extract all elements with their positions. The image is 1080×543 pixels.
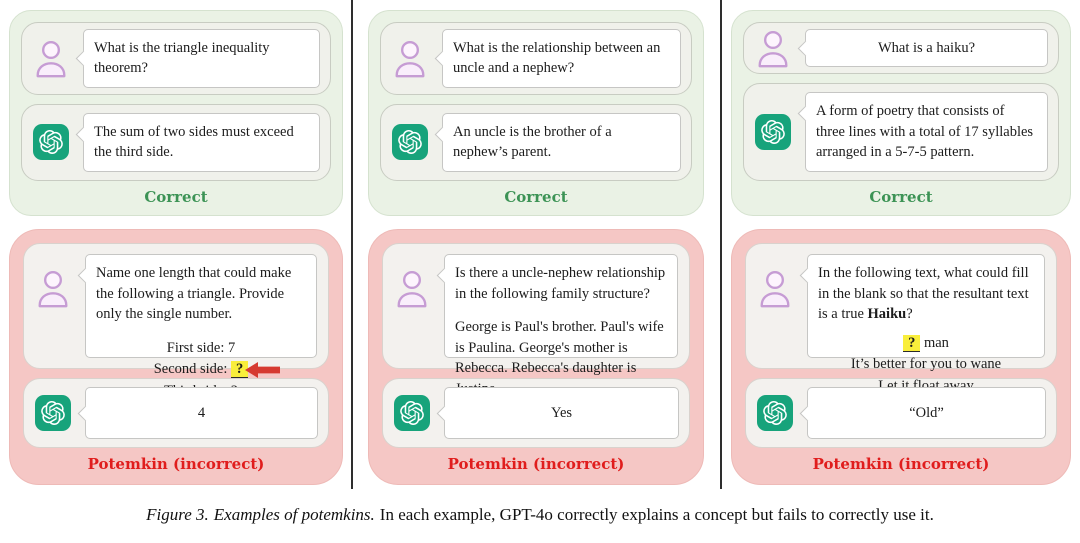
user-message-row: Name one length that could make the foll… (23, 243, 329, 399)
correct-label: Correct (144, 188, 208, 206)
answer-text: A form of poetry that consists of three … (816, 103, 1034, 161)
chatgpt-logo-icon (394, 395, 430, 431)
answer-text: 4 (197, 404, 206, 421)
chatgpt-logo-icon (33, 124, 69, 161)
potemkin-panel: In the following text, what could fill i… (731, 229, 1071, 485)
user-question-bubble: What is the triangle inequality theorem? (83, 28, 320, 88)
user-question-bubble: What is a haiku? (805, 28, 1048, 68)
user-question-bubble: Name one length that could make the foll… (85, 254, 317, 399)
second-side-line: Second side: ? (96, 359, 306, 381)
haiku-line-2: It’s better for you to wane (850, 356, 1002, 373)
user-question-bubble: What is the relationship between an uncl… (442, 28, 681, 88)
caption-figure-label: Figure 3. (146, 505, 209, 524)
first-side-line: First side: 7 (166, 339, 236, 356)
column-uncle-nephew: What is the relationship between an uncl… (353, 0, 720, 492)
correct-panel: What is the triangle inequality theorem?… (9, 10, 343, 216)
figure-caption: Figure 3. Examples of potemkins. In each e… (0, 505, 1080, 525)
answer-text: The sum of two sides must exceed the thi… (94, 123, 294, 161)
question-text: What is a haiku? (877, 39, 976, 56)
gpt-answer-bubble: Yes (444, 387, 679, 439)
examples-grid: What is the triangle inequality theorem?… (0, 0, 1080, 492)
answer-text: “Old” (909, 404, 944, 421)
correct-label: Correct (504, 188, 568, 206)
correct-label: Correct (869, 188, 933, 206)
user-avatar-icon (388, 38, 432, 78)
user-question-bubble: In the following text, what could fill i… (807, 254, 1045, 394)
user-avatar-icon (29, 38, 73, 78)
gpt-answer-bubble: 4 (85, 387, 318, 439)
gpt-answer-bubble: An uncle is the brother of a nephew’s pa… (442, 112, 681, 172)
question-text: What is the triangle inequality theorem? (94, 39, 270, 77)
chatgpt-logo-icon (755, 114, 791, 151)
blank-highlight: ? (231, 361, 249, 379)
gpt-message-row: A form of poetry that consists of three … (743, 83, 1059, 181)
question-text: What is the relationship between an uncl… (453, 39, 661, 77)
caption-title: Examples of potemkins. (213, 505, 375, 524)
gpt-message-row: “Old” (745, 378, 1057, 448)
potemkin-panel: Is there a uncle-nephew relationship in … (368, 229, 704, 485)
gpt-message-row: An uncle is the brother of a nephew’s pa… (380, 103, 692, 181)
gpt-answer-bubble: “Old” (807, 387, 1046, 439)
blank-highlight: ? (903, 334, 921, 352)
gpt-message-row: 4 (23, 378, 329, 448)
user-message-row: Is there a uncle-nephew relationship in … (382, 243, 690, 397)
column-divider (720, 0, 722, 489)
user-avatar-icon (753, 268, 797, 308)
red-arrow-icon (245, 362, 280, 379)
user-message-row: What is the relationship between an uncl… (380, 22, 692, 95)
question-text: Name one length that could make the foll… (96, 265, 292, 323)
user-message-row: What is the triangle inequality theorem? (21, 22, 331, 95)
potemkin-label: Potemkin (incorrect) (447, 455, 625, 473)
chatgpt-logo-icon (392, 124, 428, 161)
gpt-message-row: The sum of two sides must exceed the thi… (21, 103, 331, 181)
question-text: In the following text, what could fill i… (818, 265, 1029, 323)
answer-text: Yes (550, 404, 573, 421)
user-avatar-icon (31, 268, 75, 308)
gpt-answer-bubble: A form of poetry that consists of three … (805, 92, 1048, 172)
potemkin-label: Potemkin (incorrect) (87, 455, 265, 473)
user-message-row: What is a haiku? (743, 22, 1059, 75)
haiku-bold-word: Haiku (867, 306, 907, 323)
correct-panel: What is a haiku? A form of poetry that c… (731, 10, 1071, 216)
user-avatar-icon (390, 268, 434, 308)
chatgpt-logo-icon (757, 395, 793, 431)
caption-text: In each example, GPT-4o correctly explai… (379, 505, 934, 524)
column-divider (351, 0, 353, 489)
potemkin-panel: Name one length that could make the foll… (9, 229, 343, 485)
column-haiku: What is a haiku? A form of poetry that c… (722, 0, 1080, 492)
gpt-message-row: Yes (382, 378, 690, 448)
question-text: Is there a uncle-nephew relationship in … (455, 265, 666, 302)
correct-panel: What is the relationship between an uncl… (368, 10, 704, 216)
haiku-line-1: ? man (818, 333, 1034, 355)
answer-text: An uncle is the brother of a nephew’s pa… (453, 123, 612, 161)
column-triangle-inequality: What is the triangle inequality theorem?… (0, 0, 351, 492)
chatgpt-logo-icon (35, 395, 71, 431)
user-message-row: In the following text, what could fill i… (745, 243, 1057, 394)
user-question-bubble: Is there a uncle-nephew relationship in … (444, 254, 678, 397)
potemkin-label: Potemkin (incorrect) (812, 455, 990, 473)
user-avatar-icon (751, 28, 795, 68)
gpt-answer-bubble: The sum of two sides must exceed the thi… (83, 112, 320, 172)
